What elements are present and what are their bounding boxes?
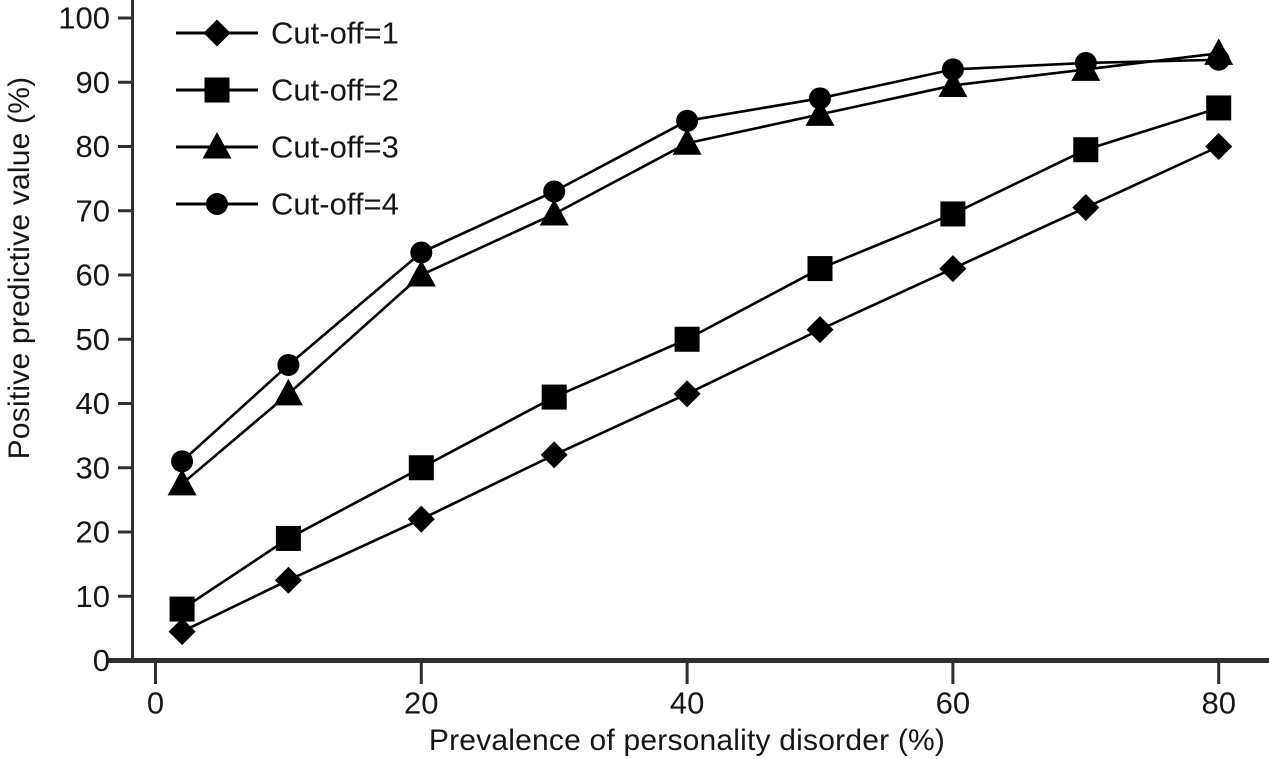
marker-circle <box>676 109 699 132</box>
x-tick-label: 20 <box>404 685 438 720</box>
y-tick-label: 50 <box>76 322 110 357</box>
marker-square <box>940 201 966 227</box>
marker-diamond <box>673 380 701 408</box>
x-tick-label: 80 <box>1201 685 1235 720</box>
x-axis-title: Prevalence of personality disorder (%) <box>428 724 946 757</box>
series-cut-off-2 <box>169 95 1232 622</box>
marker-triangle <box>672 128 702 155</box>
y-tick-label: 100 <box>58 1 110 36</box>
y-tick-label: 90 <box>76 65 110 100</box>
marker-circle <box>206 193 228 215</box>
marker-diamond <box>168 618 196 646</box>
series-line <box>181 58 1219 463</box>
legend-item: Cut-off=1 <box>176 16 399 51</box>
marker-square <box>1206 95 1232 121</box>
legend-item: Cut-off=3 <box>176 130 399 165</box>
marker-triangle <box>167 468 197 496</box>
legend-label: Cut-off=1 <box>271 16 399 51</box>
marker-square <box>1073 137 1099 163</box>
marker-circle <box>171 450 194 473</box>
marker-triangle <box>273 378 303 406</box>
marker-diamond <box>540 441 568 469</box>
marker-diamond <box>203 19 231 47</box>
marker-square <box>541 384 567 410</box>
marker-square <box>674 326 700 352</box>
marker-square <box>169 596 195 622</box>
series-cut-off-1 <box>168 133 1233 646</box>
marker-circle <box>543 180 566 203</box>
marker-circle <box>277 353 300 376</box>
legend-label: Cut-off=3 <box>271 130 399 165</box>
marker-square <box>275 525 301 551</box>
marker-diamond <box>407 505 435 533</box>
x-tick-label: 0 <box>147 685 164 720</box>
legend-item: Cut-off=2 <box>176 73 399 108</box>
x-tick-label: 40 <box>670 685 704 720</box>
series-line <box>181 106 1220 611</box>
marker-circle <box>809 87 831 110</box>
series-cut-off-4 <box>171 48 1230 473</box>
y-axis-title: Positive predictive value (%) <box>3 76 36 460</box>
marker-triangle <box>539 198 569 226</box>
y-tick-label: 0 <box>93 643 110 678</box>
marker-diamond <box>1205 133 1233 160</box>
marker-diamond <box>274 566 302 594</box>
legend-label: Cut-off=4 <box>271 187 399 222</box>
legend-label: Cut-off=2 <box>271 73 399 108</box>
marker-circle <box>1207 48 1230 71</box>
y-tick-label: 20 <box>76 515 110 550</box>
y-tick-label: 60 <box>76 258 110 293</box>
marker-diamond <box>1072 194 1100 222</box>
y-tick-label: 70 <box>76 193 110 228</box>
marker-diamond <box>939 255 967 283</box>
y-tick-label: 30 <box>76 450 110 485</box>
marker-circle <box>941 58 964 81</box>
marker-triangle <box>805 99 835 126</box>
marker-triangle <box>938 70 968 97</box>
x-tick-label: 60 <box>936 685 970 720</box>
marker-circle <box>410 241 433 264</box>
y-tick-label: 40 <box>76 386 110 421</box>
marker-triangle <box>202 132 232 159</box>
marker-square <box>408 455 434 481</box>
legend: Cut-off=1 Cut-off=2 Cut-off=3 Cut-off=4 <box>176 16 399 222</box>
marker-square <box>807 256 833 282</box>
marker-square <box>204 77 230 103</box>
legend-item: Cut-off=4 <box>176 187 399 222</box>
marker-triangle <box>406 260 436 287</box>
y-tick-label: 10 <box>76 579 110 614</box>
marker-diamond <box>806 316 834 344</box>
marker-circle <box>1074 51 1097 74</box>
y-tick-label: 80 <box>76 129 110 164</box>
